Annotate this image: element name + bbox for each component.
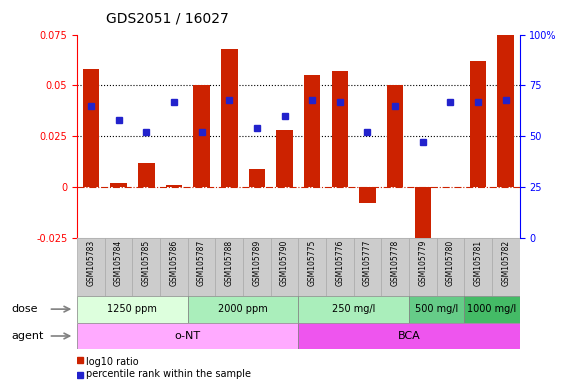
Bar bbox=[248, 169, 265, 187]
Bar bbox=[77, 238, 104, 296]
Text: GSM105787: GSM105787 bbox=[197, 240, 206, 286]
Bar bbox=[221, 49, 238, 187]
Bar bbox=[298, 296, 409, 323]
Text: dose: dose bbox=[11, 304, 38, 314]
Text: 500 mg/l: 500 mg/l bbox=[415, 304, 459, 314]
Bar bbox=[464, 238, 492, 296]
Bar bbox=[299, 238, 326, 296]
Bar bbox=[464, 296, 520, 323]
Bar bbox=[409, 238, 437, 296]
Text: GSM105783: GSM105783 bbox=[86, 240, 95, 286]
Bar bbox=[243, 238, 271, 296]
Text: GSM105777: GSM105777 bbox=[363, 240, 372, 286]
Bar bbox=[492, 238, 520, 296]
Bar bbox=[160, 238, 188, 296]
Text: GSM105781: GSM105781 bbox=[473, 240, 482, 286]
Text: GSM105778: GSM105778 bbox=[391, 240, 400, 286]
Bar bbox=[381, 238, 409, 296]
Text: GSM105782: GSM105782 bbox=[501, 240, 510, 286]
Bar bbox=[353, 238, 381, 296]
Bar bbox=[409, 296, 464, 323]
Bar bbox=[104, 238, 132, 296]
Bar bbox=[326, 238, 353, 296]
Text: 1250 ppm: 1250 ppm bbox=[107, 304, 158, 314]
Text: GSM105775: GSM105775 bbox=[308, 240, 317, 286]
Text: GDS2051 / 16027: GDS2051 / 16027 bbox=[106, 12, 228, 25]
Text: GSM105779: GSM105779 bbox=[419, 240, 427, 286]
Bar bbox=[188, 238, 215, 296]
Bar bbox=[298, 323, 520, 349]
Bar bbox=[359, 187, 376, 204]
Text: o-NT: o-NT bbox=[175, 331, 201, 341]
Text: log10 ratio: log10 ratio bbox=[86, 357, 138, 367]
Bar bbox=[470, 61, 486, 187]
Text: GSM105784: GSM105784 bbox=[114, 240, 123, 286]
Text: GSM105789: GSM105789 bbox=[252, 240, 262, 286]
Bar bbox=[387, 86, 404, 187]
Bar bbox=[332, 71, 348, 187]
Bar bbox=[188, 296, 298, 323]
Text: percentile rank within the sample: percentile rank within the sample bbox=[86, 369, 251, 379]
Text: GSM105788: GSM105788 bbox=[225, 240, 234, 286]
Text: agent: agent bbox=[11, 331, 44, 341]
Text: GSM105780: GSM105780 bbox=[446, 240, 455, 286]
Text: 1000 mg/l: 1000 mg/l bbox=[467, 304, 517, 314]
Bar bbox=[83, 69, 99, 187]
Bar bbox=[77, 323, 298, 349]
Bar bbox=[415, 187, 431, 248]
Bar bbox=[437, 238, 464, 296]
Bar bbox=[132, 238, 160, 296]
Bar bbox=[77, 296, 188, 323]
Bar bbox=[166, 185, 182, 187]
Bar bbox=[215, 238, 243, 296]
Bar bbox=[110, 183, 127, 187]
Text: GSM105776: GSM105776 bbox=[335, 240, 344, 286]
Bar bbox=[276, 130, 293, 187]
Bar bbox=[497, 35, 514, 187]
Text: 2000 ppm: 2000 ppm bbox=[218, 304, 268, 314]
Bar bbox=[138, 163, 155, 187]
Text: GSM105785: GSM105785 bbox=[142, 240, 151, 286]
Bar bbox=[193, 86, 210, 187]
Text: BCA: BCA bbox=[397, 331, 420, 341]
Text: 250 mg/l: 250 mg/l bbox=[332, 304, 375, 314]
Bar bbox=[304, 75, 320, 187]
Text: GSM105790: GSM105790 bbox=[280, 240, 289, 286]
Bar bbox=[271, 238, 298, 296]
Text: GSM105786: GSM105786 bbox=[170, 240, 178, 286]
